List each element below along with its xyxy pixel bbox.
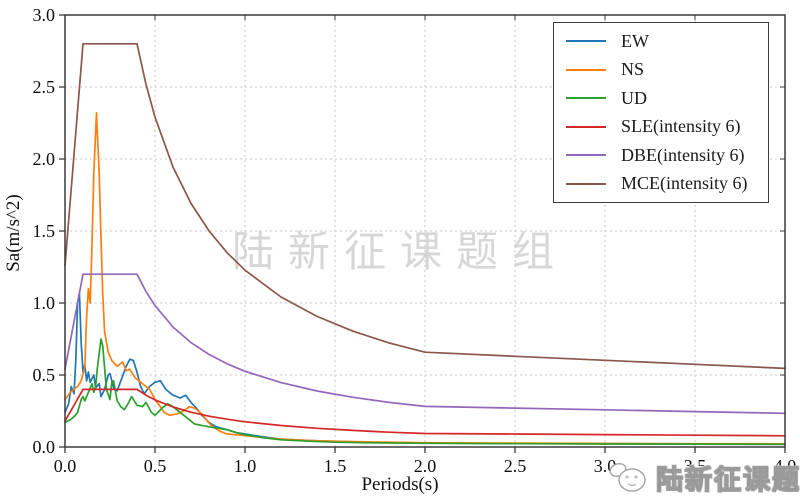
series-UD [64,338,786,446]
y-tick-label: 0.5 [33,365,56,385]
legend-label-ns: NS [621,59,645,80]
series-DBE(intensity 6) [64,273,786,415]
y-tick-label: 2.0 [33,149,56,169]
legend-item-dbe: DBE(intensity 6) [566,142,768,168]
watermark-badge: 陆新征课题组 [608,458,800,497]
legend-line-ew [566,40,606,43]
y-tick-label: 1.5 [33,221,56,241]
x-tick-label: 0.5 [144,456,167,476]
series-MCE(intensity 6) [64,42,786,370]
legend-item-sle: SLE(intensity 6) [566,114,768,140]
x-tick-label: 2.5 [504,456,527,476]
series-SLE(intensity 6) [64,388,786,437]
legend-item-ns: NS [566,57,768,83]
x-tick-label: 4.0 [774,456,797,476]
y-tick-label: 1.0 [33,293,56,313]
x-axis-title: Periods(s) [361,474,439,495]
legend-item-ew: EW [566,28,768,54]
y-tick-label: 2.5 [33,77,56,97]
legend-line-mce [566,182,606,185]
legend: EW NS UD SLE(intensity 6) DBE(intensity … [553,22,769,203]
legend-label-mce: MCE(intensity 6) [621,173,748,194]
x-tick-label: 2.0 [414,456,437,476]
x-tick-label: 3.5 [684,456,707,476]
legend-line-ud [566,97,606,100]
legend-item-ud: UD [566,85,768,111]
watermark-badge-text: 陆新征课题组 [656,465,800,496]
y-axis-title: Sa(m/s^2) [3,194,24,272]
legend-line-sle [566,125,606,128]
x-tick-label: 1.5 [324,456,347,476]
legend-label-ew: EW [621,30,649,51]
lab-logo-icon [609,462,646,492]
legend-label-dbe: DBE(intensity 6) [621,144,745,165]
x-tick-label: 1.0 [234,456,257,476]
watermark-center: 陆新征课题组 [231,230,568,276]
legend-label-sle: SLE(intensity 6) [621,116,741,137]
legend-line-dbe [566,154,606,157]
y-tick-label: 3.0 [33,5,56,25]
legend-line-ns [566,68,606,71]
y-tick-label: 0.0 [33,437,56,457]
legend-item-mce: MCE(intensity 6) [566,171,768,197]
legend-label-ud: UD [621,87,647,108]
x-tick-label: 0.0 [54,456,77,476]
